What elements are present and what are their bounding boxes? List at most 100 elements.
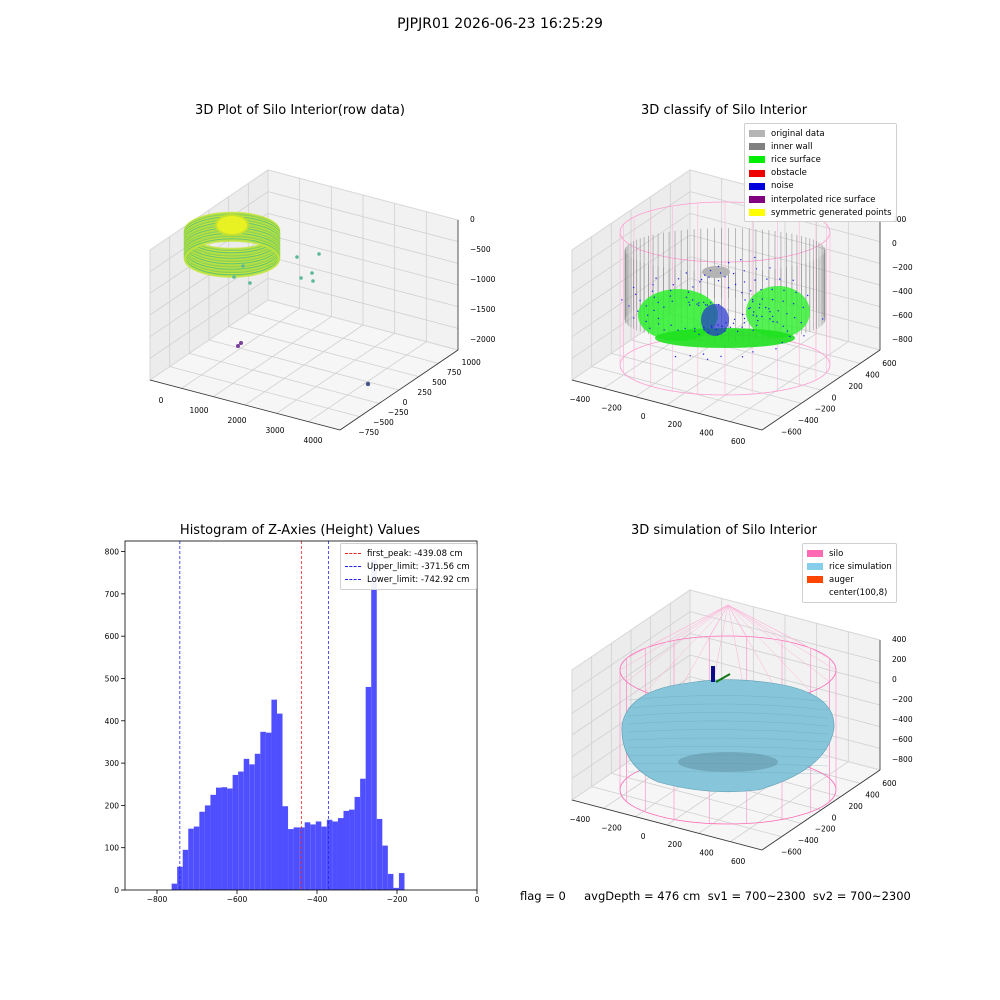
original-data-cluster	[702, 266, 730, 278]
histogram-bar	[321, 826, 327, 890]
legend-swatch	[345, 566, 361, 568]
noise-point	[632, 286, 635, 289]
rice-surface-lobe	[655, 328, 795, 348]
grid-line	[571, 191, 691, 272]
legend-item: noise	[749, 180, 891, 193]
raw-axes: 01000200030004000−750−500−25002505007501…	[148, 169, 496, 445]
status-footer: flag = 0 avgDepth = 476 cm sv1 = 700~230…	[520, 889, 911, 903]
x-axis-line	[571, 799, 763, 851]
x-tick-label: 200	[668, 840, 683, 849]
noise-point	[772, 320, 774, 323]
y-tick-label: 750	[447, 368, 462, 377]
legend-item: symmetric generated points	[749, 206, 892, 219]
noise-point	[771, 288, 773, 291]
noise-point	[740, 259, 742, 261]
grid-line	[571, 611, 691, 692]
figure-title: PJPJR01 2026-06-23 16:25:29	[397, 16, 603, 32]
noise-point	[743, 281, 746, 283]
histogram-bar	[193, 826, 200, 890]
legend-label: silo	[829, 548, 844, 559]
noise-point	[670, 324, 672, 326]
legend-label: noise	[771, 181, 794, 192]
noise-point	[727, 286, 730, 289]
noise-point	[694, 330, 696, 332]
noise-point	[771, 298, 774, 301]
x-tick-label: 2000	[227, 416, 246, 425]
legend-label: Lower_limit: -742.92 cm	[367, 574, 470, 585]
histogram-bar	[349, 809, 355, 890]
noise-point	[741, 313, 744, 316]
silo-roof-wire	[709, 604, 729, 637]
z-tick-label: −400	[892, 715, 913, 724]
histogram-bar	[227, 788, 233, 890]
x-tick-label: 600	[731, 437, 746, 446]
legend-item: inner wall	[749, 140, 891, 153]
silo-roof-wire	[727, 604, 837, 671]
noise-point	[704, 304, 707, 306]
noise-point	[724, 276, 726, 278]
y-tick-label: 200	[848, 802, 863, 811]
histogram-bar	[221, 787, 228, 890]
noise-point	[707, 331, 710, 333]
histogram-bar	[326, 819, 333, 890]
legend-swatch	[749, 182, 765, 190]
y-tick-label: 500	[105, 674, 120, 683]
histogram-bar	[215, 787, 222, 890]
legend-label: center(100,8)	[829, 588, 888, 599]
noise-point	[645, 305, 647, 307]
noise-point	[657, 317, 660, 320]
grid-line	[730, 341, 849, 422]
y-tick-label: −200	[815, 825, 836, 834]
legend-item: interpolated rice surface	[749, 193, 891, 206]
noise-point	[729, 326, 732, 328]
auger-shaft	[711, 666, 715, 682]
noise-point	[703, 301, 705, 303]
noise-point	[756, 315, 758, 317]
x-tick-label: 400	[699, 849, 714, 858]
histogram-bar	[210, 794, 216, 890]
x-tick-label: 0	[475, 895, 480, 904]
rice-mesh-line	[627, 712, 829, 719]
noise-point	[781, 341, 783, 344]
y-tick-label: 400	[865, 370, 880, 379]
noise-point	[752, 329, 754, 331]
histogram-bar	[254, 753, 261, 890]
noise-point	[752, 300, 754, 303]
x-tick-label: 600	[731, 857, 746, 866]
noise-point	[743, 270, 745, 272]
noise-point	[647, 314, 649, 316]
noise-point	[782, 300, 784, 302]
histogram-bar	[398, 873, 405, 890]
z-tick-label: −2000	[470, 335, 496, 344]
noise-point	[743, 317, 746, 320]
x-tick-label: −400	[570, 815, 591, 824]
histogram-bar	[243, 758, 250, 890]
histogram-bar	[204, 805, 211, 890]
noise-point	[771, 315, 774, 318]
y-tick-label: 600	[882, 779, 897, 788]
legend-label: original data	[771, 128, 825, 139]
noise-point	[786, 313, 788, 315]
noise-point	[698, 333, 700, 336]
y-tick-label: −250	[388, 408, 409, 417]
histogram-bar	[310, 824, 316, 890]
noise-point	[708, 276, 710, 278]
rice-mesh-line	[627, 771, 829, 775]
noise-point	[717, 265, 720, 268]
noise-point	[761, 298, 763, 300]
legend-label: symmetric generated points	[771, 207, 892, 218]
legend-swatch	[749, 156, 765, 164]
classify-plot-title: 3D classify of Silo Interior	[640, 103, 808, 118]
noise-point	[689, 304, 691, 306]
silo-roof-wire	[645, 604, 729, 693]
noise-point	[782, 325, 784, 327]
legend-item: Lower_limit: -742.92 cm	[345, 573, 471, 586]
noise-point	[753, 311, 755, 313]
legend-swatch	[807, 576, 823, 584]
y-tick-label: 400	[105, 717, 120, 726]
histogram-bar	[387, 873, 394, 890]
legend-item: first_peak: -439.08 cm	[345, 547, 471, 560]
legend-label: obstacle	[771, 168, 807, 179]
noise-point	[694, 327, 696, 330]
x-tick-label: −200	[387, 895, 408, 904]
